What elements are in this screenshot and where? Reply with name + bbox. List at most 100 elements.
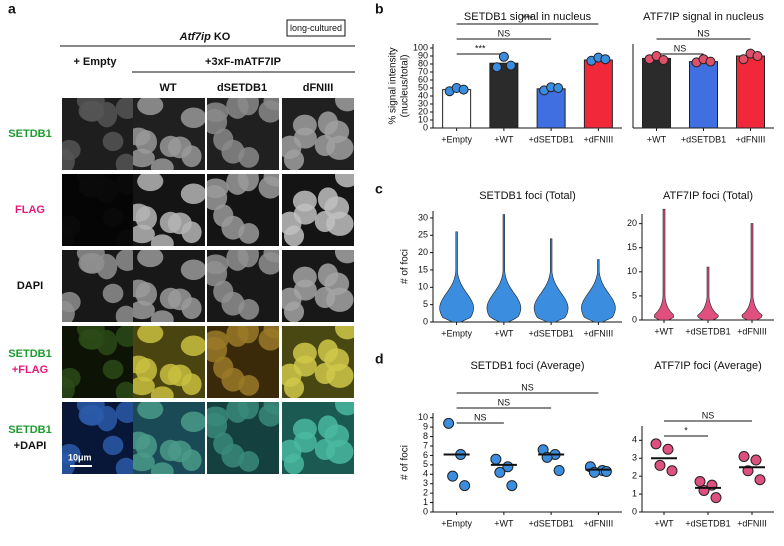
comparison-label: NS xyxy=(474,412,487,422)
y-axis-label: # of foci xyxy=(400,249,411,284)
micrograph xyxy=(282,174,354,246)
nucleus xyxy=(207,109,228,135)
point xyxy=(754,474,766,486)
row-label: +DAPI xyxy=(14,440,47,452)
y-tick-label: 5 xyxy=(423,299,428,309)
group-title-italic: Atf7ip xyxy=(179,31,211,43)
x-tick-label: +dSETDB1 xyxy=(528,518,573,528)
y-tick-label: 25 xyxy=(418,230,428,240)
nucleus xyxy=(115,153,134,170)
nucleus xyxy=(180,107,205,128)
y-tick-label: 3 xyxy=(632,453,637,463)
nucleus xyxy=(150,158,174,170)
nucleus xyxy=(115,326,134,348)
nucleus xyxy=(213,356,234,379)
nucleus xyxy=(137,174,164,192)
nucleus xyxy=(326,211,354,236)
nucleus xyxy=(133,355,151,374)
x-tick-label: +dFNIII xyxy=(583,328,613,338)
nucleus xyxy=(115,174,134,196)
panel-label: d xyxy=(375,351,384,367)
micrograph xyxy=(62,402,134,474)
y-tick-label: 70 xyxy=(418,66,428,76)
nucleus xyxy=(137,402,164,420)
violin xyxy=(741,223,763,321)
chart-title: SETDB1 signal in nucleus xyxy=(464,11,592,23)
x-tick-label: +dSETDB1 xyxy=(681,134,726,144)
column-header: dSETDB1 xyxy=(217,82,267,94)
nucleus xyxy=(258,100,279,123)
micrograph xyxy=(62,174,134,246)
point xyxy=(742,465,754,477)
x-tick-label: +dSETDB1 xyxy=(528,328,573,338)
point xyxy=(738,450,750,462)
x-tick-label: +dSETDB1 xyxy=(528,134,573,144)
nucleus xyxy=(213,432,234,455)
x-tick-label: +dSETDB1 xyxy=(685,518,730,528)
comparison-label: * xyxy=(684,425,688,435)
x-tick-label: +dFNIII xyxy=(737,326,767,336)
x-tick-label: +WT xyxy=(654,326,674,336)
nucleus xyxy=(150,386,174,398)
y-tick-label: 3 xyxy=(423,478,428,488)
violin xyxy=(653,208,675,321)
y-tick-label: 80 xyxy=(418,58,428,68)
nucleus xyxy=(133,300,155,320)
y-tick-label: 30 xyxy=(418,98,428,108)
chart-title: SETDB1 foci (Total) xyxy=(479,190,576,202)
x-tick-label: +Empty xyxy=(441,328,472,338)
y-tick-label: 4 xyxy=(632,435,637,445)
y-tick-label: 1 xyxy=(423,497,428,507)
nucleus xyxy=(115,250,134,272)
y-tick-label: 9 xyxy=(423,422,428,432)
y-tick-label: 7 xyxy=(423,440,428,450)
nucleus xyxy=(335,98,354,112)
y-tick-label: 0 xyxy=(423,122,428,132)
chart-title: ATF7IP foci (Average) xyxy=(654,360,762,372)
y-tick-label: 15 xyxy=(627,242,637,252)
badge-box xyxy=(286,19,346,37)
nucleus xyxy=(76,402,105,416)
micrograph xyxy=(282,326,354,398)
y-tick-label: 20 xyxy=(418,247,428,257)
nucleus xyxy=(292,266,317,288)
micrograph xyxy=(133,402,205,474)
comparison-label: *** xyxy=(522,13,533,23)
nucleus xyxy=(226,174,249,195)
nucleus xyxy=(258,252,279,275)
nucleus xyxy=(181,373,202,396)
nucleus xyxy=(207,261,228,287)
nucleus xyxy=(133,431,151,450)
comparison-label: NS xyxy=(498,397,511,407)
y-tick-label: 20 xyxy=(418,106,428,116)
panel-label: b xyxy=(375,1,384,17)
comparison-label: NS xyxy=(521,382,534,392)
y-tick-label: 2 xyxy=(423,488,428,498)
row-label: SETDB1 xyxy=(8,348,51,360)
point xyxy=(752,51,763,61)
nucleus xyxy=(317,187,339,211)
micrograph xyxy=(282,250,354,322)
x-tick-label: +dSETDB1 xyxy=(685,326,730,336)
nucleus xyxy=(282,211,302,235)
nucleus xyxy=(213,280,234,303)
nucleus xyxy=(133,279,151,298)
nucleus xyxy=(180,411,205,432)
nucleus xyxy=(282,439,302,463)
x-tick-label: +WT xyxy=(494,328,514,338)
nucleus xyxy=(76,250,105,264)
chart-title: SETDB1 foci (Average) xyxy=(470,360,584,372)
y-axis-label: # of foci xyxy=(400,445,411,480)
x-tick-label: +WT xyxy=(494,518,514,528)
x-tick-label: +dFNIII xyxy=(583,518,613,528)
nucleus xyxy=(137,326,164,344)
nucleus xyxy=(150,234,174,246)
nucleus xyxy=(335,402,354,416)
point xyxy=(443,417,455,429)
nucleus xyxy=(133,376,155,396)
nucleus xyxy=(335,326,354,340)
nucleus xyxy=(207,337,228,363)
nucleus xyxy=(292,114,317,136)
nucleus xyxy=(181,145,202,168)
